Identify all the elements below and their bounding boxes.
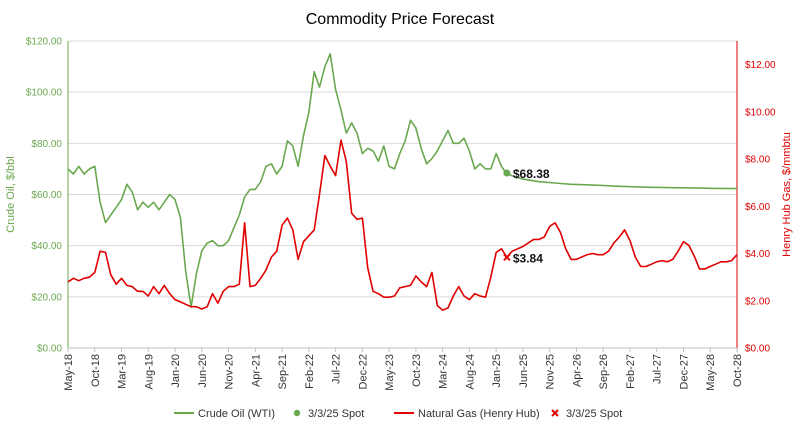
oil-series-line [67, 53, 738, 308]
gas-spot-marker [503, 253, 511, 262]
gas-spot-marker-stroke [503, 253, 511, 262]
x-tick-label: Aug-24 [464, 354, 476, 389]
legend-item: 3/3/25 Spot [293, 408, 364, 420]
y-left-tick-label: $20.00 [31, 292, 62, 303]
x-tick-label: Jun-20 [197, 354, 209, 388]
x-tick-label: May-28 [705, 354, 717, 391]
legend-item: Natural Gas (Henry Hub) [394, 408, 540, 420]
y-right-axis-title: Henry Hub Gas, $/mmbtu [781, 132, 793, 257]
legend-item: Crude Oil (WTI) [174, 408, 275, 420]
legend-swatch-x [551, 409, 559, 417]
axes: $0.00 $20.00 $40.00 $60.00 $80.00 $100.00 $120… [5, 37, 793, 391]
oil-spot-label: $68.38 [513, 167, 550, 181]
x-tick-label: Nov-25 [545, 354, 557, 389]
x-tick-label: May-18 [63, 354, 75, 391]
gas-series-line [67, 139, 738, 311]
y-left-tick-label: $60.00 [31, 190, 62, 201]
oil-spot-marker [503, 169, 511, 177]
x-tick-label: May-23 [384, 354, 396, 391]
x-tick-label: Jan-20 [170, 354, 182, 388]
x-tick-label: Sep-21 [277, 354, 289, 389]
x-tick-label: Mar-19 [117, 354, 129, 389]
x-tick-label: Feb-27 [625, 354, 637, 389]
y-right-tick-label: $4.00 [745, 249, 770, 260]
x-tick-label: Oct-23 [411, 354, 423, 387]
y-right-tick-label: $2.00 [745, 296, 770, 307]
x-tick-label: Jun-25 [518, 354, 530, 388]
x-tick-label: Oct-18 [90, 354, 102, 387]
x-tick-label: Apr-21 [250, 354, 262, 387]
legend-label: Crude Oil (WTI) [198, 408, 275, 420]
x-tick-label: Nov-20 [224, 354, 236, 389]
y-left-tick-label: $0.00 [37, 344, 62, 355]
x-tick-label: Aug-19 [143, 354, 155, 389]
y-left-tick-label: $120.00 [26, 37, 63, 48]
x-tick-label: Dec-22 [357, 354, 369, 389]
y-left-tick-label: $40.00 [31, 241, 62, 252]
y-left-axis-title: Crude Oil, $/bbl [5, 156, 17, 232]
chart-title: Commodity Price Forecast [306, 11, 495, 28]
y-left-tick-label: $80.00 [31, 139, 62, 150]
legend-item: 3/3/25 Spot [551, 408, 622, 420]
x-tick-label: Jan-25 [491, 354, 503, 388]
x-tick-label: Mar-24 [438, 354, 450, 389]
y-right-tick-label: $12.00 [745, 60, 776, 71]
series-layer: $68.38 $3.84 [67, 53, 738, 311]
x-tick-label: Jul-27 [652, 354, 664, 384]
y-right-tick-label: $0.00 [745, 344, 770, 355]
y-left-tick-label: $100.00 [26, 88, 63, 99]
x-tick-label: Oct-28 [732, 354, 744, 387]
x-tick-label: Jul-22 [331, 354, 343, 384]
legend: Crude Oil (WTI) 3/3/25 Spot Natural Gas (H… [174, 408, 622, 420]
y-right-tick-label: $6.00 [745, 202, 770, 213]
x-tick-label: Sep-26 [598, 354, 610, 389]
x-tick-label: Feb-22 [304, 354, 316, 389]
y-right-tick-label: $8.00 [745, 155, 770, 166]
legend-swatch-circle [293, 409, 301, 417]
y-right-tick-label: $10.00 [745, 107, 776, 118]
x-tick-label: Dec-27 [678, 354, 690, 389]
legend-label: Natural Gas (Henry Hub) [418, 408, 540, 420]
gas-spot-label: $3.84 [513, 251, 543, 265]
legend-label: 3/3/25 Spot [308, 408, 364, 420]
x-tick-label: Apr-26 [571, 354, 583, 387]
legend-label: 3/3/25 Spot [566, 408, 622, 420]
